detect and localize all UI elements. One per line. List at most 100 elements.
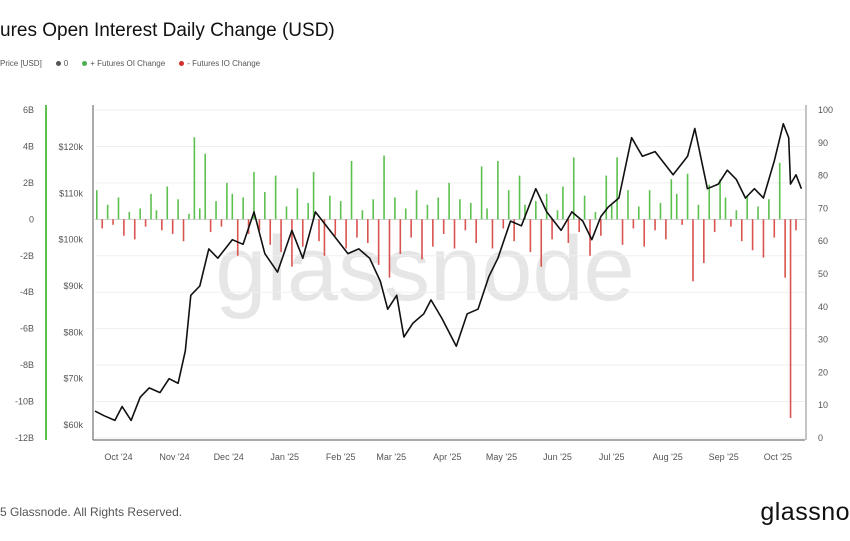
x-axis-tick: Apr '25 <box>433 452 461 462</box>
x-axis-tick: May '25 <box>486 452 517 462</box>
oi-bar-positive <box>383 155 385 220</box>
oi-bar-negative <box>269 219 272 245</box>
oi-bar-negative <box>632 219 635 229</box>
price-axis-tick: $80k <box>63 327 83 337</box>
oi-bar-negative <box>762 219 765 258</box>
oi-bar-positive <box>106 204 109 220</box>
oi-axis-tick: 6B <box>23 105 34 115</box>
oi-bar-negative <box>502 219 505 229</box>
oi-bar-negative <box>442 219 445 234</box>
oi-bar-positive <box>350 161 353 220</box>
oi-bar-positive <box>583 195 586 220</box>
legend-item-zero[interactable]: 0 <box>55 59 68 68</box>
oi-bar-negative <box>334 219 337 236</box>
legend-item-price[interactable]: Price [USD] <box>0 59 42 68</box>
price-axis-tick: $100k <box>58 235 83 245</box>
oi-bar-positive <box>150 193 152 220</box>
x-axis-tick: Jan '25 <box>270 452 299 462</box>
oi-bar-negative <box>703 219 705 264</box>
glassnode-logo: glassno <box>760 498 850 526</box>
oi-bar-positive <box>686 173 689 220</box>
oi-bar-positive <box>735 210 738 220</box>
oi-bar-negative <box>318 219 320 242</box>
oi-bar-positive <box>768 199 770 220</box>
oi-bar-positive <box>670 179 673 220</box>
oi-bar-positive <box>572 157 575 220</box>
legend-dot-icon <box>82 61 88 67</box>
oi-bar-positive <box>193 137 196 220</box>
x-axis-tick: Feb '25 <box>326 452 356 462</box>
oi-bar-negative <box>236 219 239 256</box>
x-axis-tick: Aug '25 <box>653 452 683 462</box>
oi-bar-positive <box>648 190 651 220</box>
oi-bar-positive <box>215 201 217 220</box>
x-axis-tick: Jun '25 <box>543 452 572 462</box>
legend-dot-icon <box>179 61 185 67</box>
oi-bar-positive <box>448 182 450 220</box>
right-axis-tick: 20 <box>818 367 828 377</box>
oi-bar-negative <box>182 219 185 242</box>
oi-bar-negative <box>133 219 136 240</box>
oi-bar-negative <box>123 219 125 236</box>
oi-bar-positive <box>394 197 396 220</box>
oi-bar-positive <box>177 199 179 220</box>
oi-bar-positive <box>497 161 499 220</box>
legend-item-oi-negative[interactable]: - Futures IO Change <box>179 59 260 68</box>
right-axis-tick: 60 <box>818 236 828 246</box>
price-axis-tick: $110k <box>59 188 83 198</box>
oi-bar-positive <box>459 199 461 220</box>
oi-axis-tick: 4B <box>23 141 34 151</box>
oi-bar-negative <box>112 219 114 225</box>
x-axis-tick: Oct '24 <box>104 452 132 462</box>
oi-bar-positive <box>264 192 266 220</box>
oi-bar-negative <box>540 219 543 267</box>
oi-bar-positive <box>507 190 510 220</box>
oi-bar-negative <box>491 219 494 249</box>
x-axis-tick: Oct '25 <box>764 452 792 462</box>
right-axis-tick: 80 <box>818 171 828 181</box>
oi-bar-negative <box>258 219 261 231</box>
copyright: 5 Glassnode. All Rights Reserved. <box>0 505 183 519</box>
x-axis-tick: Jul '25 <box>599 452 625 462</box>
oi-bar-positive <box>610 204 613 220</box>
oi-bar-negative <box>475 219 477 244</box>
oi-bar-negative <box>432 219 434 247</box>
oi-bar-positive <box>372 199 375 220</box>
oi-bar-positive <box>155 210 158 220</box>
oi-bar-negative <box>291 219 293 267</box>
oi-bar-positive <box>616 157 618 220</box>
oi-bar-positive <box>480 166 483 220</box>
oi-bar-positive <box>329 195 331 220</box>
oi-bar-negative <box>301 219 304 247</box>
oi-bar-negative <box>692 219 694 282</box>
oi-bar-positive <box>746 195 748 220</box>
oi-bar-positive <box>757 206 759 220</box>
oi-bar-negative <box>773 219 776 238</box>
oi-bar-positive <box>198 208 201 220</box>
legend-item-oi-positive[interactable]: + Futures OI Change <box>82 59 165 68</box>
oi-axis-tick: -2B <box>20 251 34 261</box>
oi-bar-negative <box>567 219 570 244</box>
oi-bar-negative <box>600 219 602 236</box>
oi-bar-negative <box>209 219 212 233</box>
oi-bar-negative <box>410 219 412 238</box>
oi-bar-positive <box>415 190 418 220</box>
price-axis-tick: $120k <box>58 142 83 152</box>
oi-bar-positive <box>307 202 309 220</box>
right-axis-tick: 100 <box>818 105 833 115</box>
oi-bar-negative <box>643 219 646 247</box>
oi-bar-positive <box>339 201 342 220</box>
oi-bar-negative <box>654 219 656 231</box>
oi-bar-positive <box>204 153 207 220</box>
price-axis-tick: $60k <box>63 420 83 430</box>
legend-dot-icon <box>55 61 61 67</box>
oi-bar-negative <box>453 219 456 249</box>
oi-bar-negative <box>681 219 683 225</box>
oi-bar-negative <box>345 219 347 249</box>
oi-change-bars <box>96 137 797 418</box>
oi-bar-negative <box>513 219 515 242</box>
oi-bar-positive <box>469 202 472 220</box>
oi-bar-negative <box>377 219 380 265</box>
oi-bar-positive <box>605 175 608 220</box>
